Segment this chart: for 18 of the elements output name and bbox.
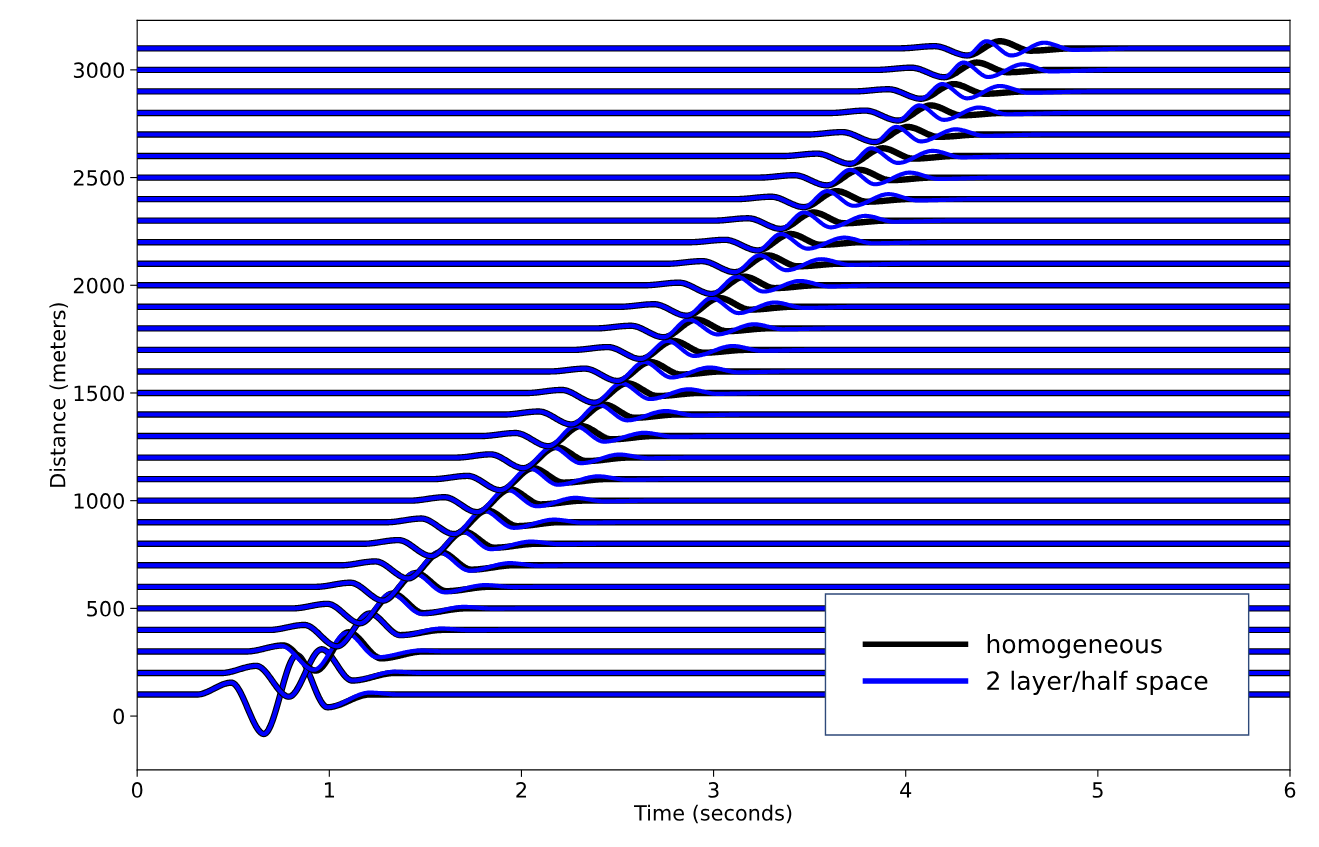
x-tick-label: 6 (1284, 782, 1296, 798)
x-tick-label: 4 (900, 782, 912, 798)
y-tick-label: 2500 (73, 170, 124, 186)
legend-label: homogeneous (987, 634, 1162, 659)
legend-label: 2 layer/half space (987, 670, 1208, 695)
y-tick-label: 1500 (74, 385, 124, 402)
y-tick-label: 500 (87, 600, 124, 617)
y-tick-label: 0 (113, 708, 124, 725)
x-tick-label: 5 (1092, 782, 1103, 798)
x-tick-label: 1 (324, 782, 335, 798)
y-axis-title: Distance (meters) (49, 303, 68, 487)
x-tick-label: 2 (516, 782, 526, 798)
y-tick-label: 2000 (73, 277, 124, 294)
x-axis-title: Time (seconds) (634, 804, 792, 824)
x-tick-label: 0 (131, 782, 143, 798)
y-tick-label: 1000 (74, 493, 124, 509)
y-tick-label: 3000 (73, 62, 124, 79)
x-tick-label: 3 (708, 782, 719, 798)
